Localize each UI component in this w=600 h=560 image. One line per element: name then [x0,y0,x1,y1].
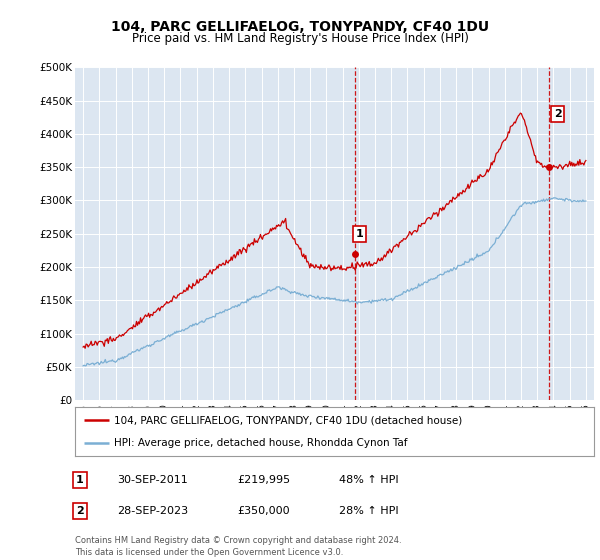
Text: 48% ↑ HPI: 48% ↑ HPI [339,475,398,485]
Text: 2: 2 [76,506,83,516]
Text: Price paid vs. HM Land Registry's House Price Index (HPI): Price paid vs. HM Land Registry's House … [131,32,469,45]
Text: 28% ↑ HPI: 28% ↑ HPI [339,506,398,516]
Text: 1: 1 [76,475,83,485]
Text: 28-SEP-2023: 28-SEP-2023 [117,506,188,516]
Text: HPI: Average price, detached house, Rhondda Cynon Taf: HPI: Average price, detached house, Rhon… [114,438,407,448]
Text: 30-SEP-2011: 30-SEP-2011 [117,475,188,485]
Text: Contains HM Land Registry data © Crown copyright and database right 2024.
This d: Contains HM Land Registry data © Crown c… [75,536,401,557]
Text: 104, PARC GELLIFAELOG, TONYPANDY, CF40 1DU (detached house): 104, PARC GELLIFAELOG, TONYPANDY, CF40 1… [114,416,462,426]
Text: £219,995: £219,995 [237,475,290,485]
Text: £350,000: £350,000 [237,506,290,516]
Text: 1: 1 [356,229,364,239]
Text: 2: 2 [554,109,562,119]
Text: 104, PARC GELLIFAELOG, TONYPANDY, CF40 1DU: 104, PARC GELLIFAELOG, TONYPANDY, CF40 1… [111,20,489,34]
